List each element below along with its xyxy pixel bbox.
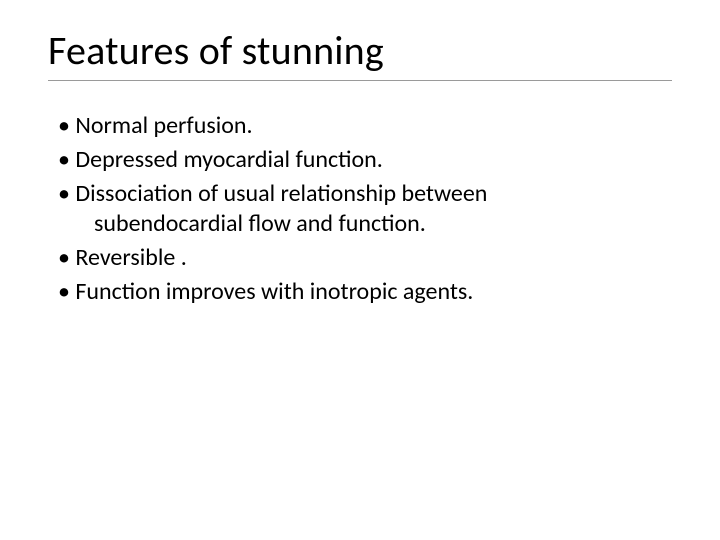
bullet-text: Function improves with inotropic agents. — [75, 277, 473, 306]
bullet-item: Function improves with inotropic agents. — [58, 277, 672, 307]
bullet-item: Dissociation of usual relationship betwe… — [58, 179, 672, 239]
bullet-item: Depressed myocardial function. — [58, 145, 672, 175]
slide: Features of stunning Normal perfusion. D… — [0, 0, 720, 540]
bullet-list: Normal perfusion. Depressed myocardial f… — [58, 111, 672, 307]
slide-body: Normal perfusion. Depressed myocardial f… — [48, 111, 672, 307]
bullet-text: Normal perfusion. — [75, 111, 252, 140]
bullet-item: Reversible . — [58, 243, 672, 273]
slide-title: Features of stunning — [48, 28, 672, 74]
bullet-text-cont: subendocardial flow and function. — [76, 209, 672, 239]
bullet-text: Reversible . — [75, 243, 186, 272]
title-rule — [48, 80, 672, 81]
bullet-text: Depressed myocardial function. — [75, 145, 382, 174]
bullet-item: Normal perfusion. — [58, 111, 672, 141]
bullet-text: Dissociation of usual relationship betwe… — [75, 179, 487, 208]
